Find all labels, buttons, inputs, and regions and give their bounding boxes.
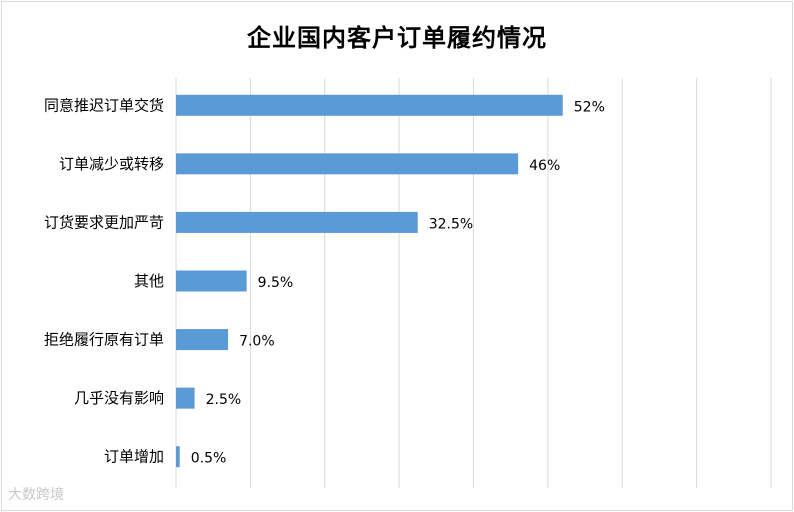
value-label: 2.5% — [206, 392, 242, 408]
bar — [176, 446, 180, 468]
bar — [176, 387, 195, 409]
category-label: 其他 — [134, 272, 164, 290]
category-label: 订单增加 — [104, 448, 164, 466]
category-label: 同意推迟订单交货 — [44, 96, 164, 114]
chart-title: 企业国内客户订单履约情况 — [247, 24, 547, 52]
category-label: 几乎没有影响 — [74, 389, 164, 407]
value-label: 46% — [529, 158, 560, 174]
watermark: 大数跨境 — [8, 487, 64, 503]
bar — [176, 94, 563, 116]
bar — [176, 153, 519, 175]
value-label: 7.0% — [239, 334, 275, 350]
bar — [176, 329, 229, 351]
value-label: 0.5% — [191, 451, 227, 467]
category-label: 订单减少或转移 — [59, 155, 164, 173]
value-label: 52% — [574, 99, 605, 115]
value-label: 32.5% — [429, 216, 473, 232]
category-label: 订货要求更加严苛 — [44, 213, 164, 231]
bar — [176, 270, 247, 292]
value-label: 9.5% — [258, 275, 294, 291]
bar — [176, 211, 418, 233]
category-label: 拒绝履行原有订单 — [44, 331, 164, 349]
